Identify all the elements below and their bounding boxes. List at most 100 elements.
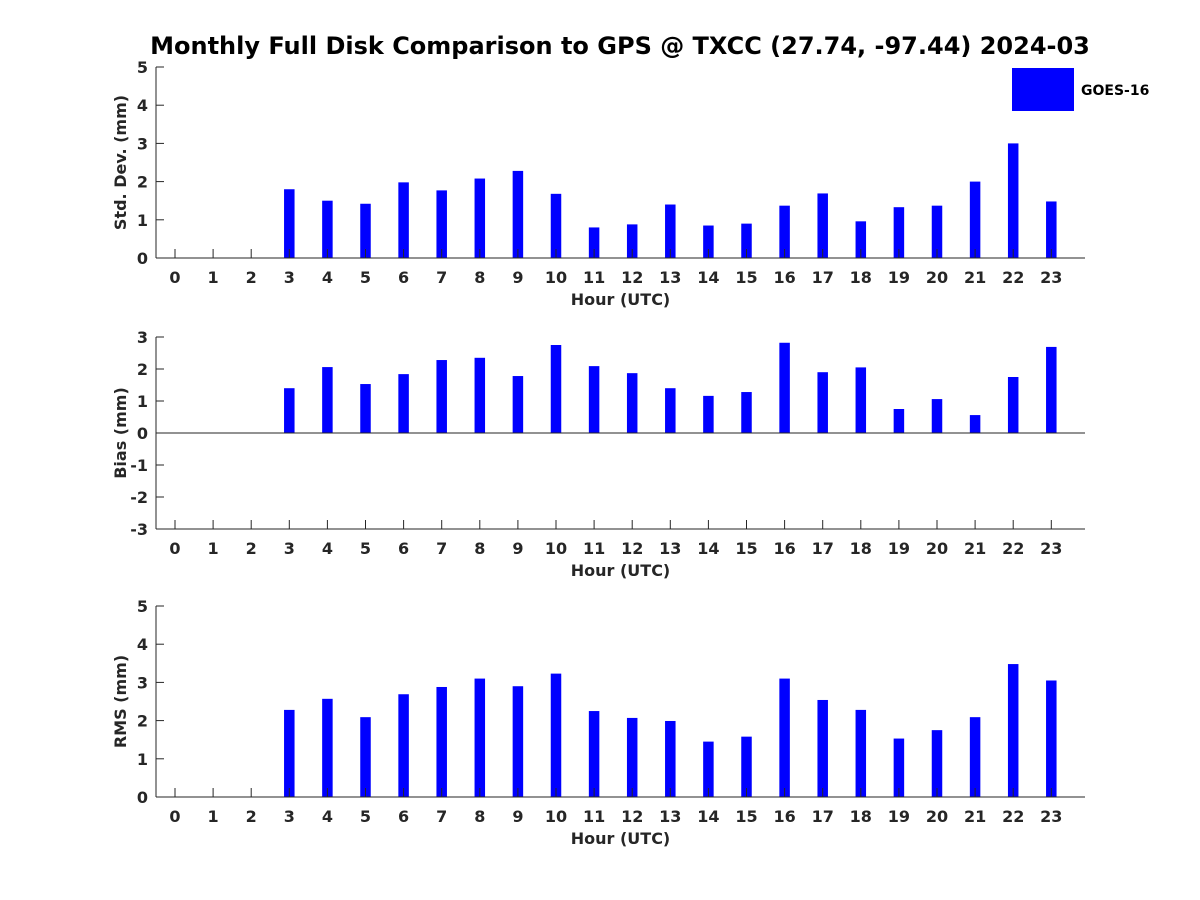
bar-bias-hour-10	[550, 345, 562, 433]
y-tick-label: -2	[130, 488, 148, 507]
y-tick-label: 1	[137, 750, 148, 769]
bar-rms-hour-23	[1046, 680, 1057, 797]
x-tick-label: 3	[284, 807, 295, 826]
y-tick-label: 0	[137, 788, 148, 807]
x-tick-label: 19	[888, 807, 910, 826]
x-tick-label: 3	[284, 539, 295, 558]
bar-bias-hour-22	[1007, 377, 1019, 433]
y-tick-label: 4	[137, 96, 148, 115]
bar-bias-hour-20	[931, 399, 943, 433]
bar-bias-hour-14	[703, 395, 714, 433]
x-tick-label: 20	[926, 807, 948, 826]
bar-bias-hour-6	[398, 374, 409, 433]
bar-rms-hour-11	[588, 711, 600, 797]
x-tick-label: 12	[621, 268, 643, 287]
x-tick-label: 8	[474, 268, 485, 287]
x-tick-label: 17	[812, 268, 834, 287]
x-tick-label: 0	[169, 268, 180, 287]
y-tick-label: 5	[137, 597, 148, 616]
bar-bias-hour-23	[1046, 346, 1057, 433]
legend-label: GOES-16	[1081, 83, 1149, 99]
bar-rms-hour-22	[1007, 664, 1019, 797]
x-tick-label: 2	[246, 539, 257, 558]
x-tick-label: 7	[436, 539, 447, 558]
bar-std-hour-21	[969, 181, 981, 258]
bar-rms-hour-21	[969, 717, 981, 797]
x-tick-label: 4	[322, 268, 333, 287]
bar-std-hour-13	[665, 204, 676, 258]
bar-rms-hour-4	[322, 698, 333, 797]
x-tick-label: 1	[208, 268, 219, 287]
legend: GOES-16	[1012, 68, 1149, 111]
x-axis-label: Hour (UTC)	[571, 561, 671, 580]
x-tick-label: 23	[1040, 539, 1062, 558]
x-tick-label: 18	[850, 807, 872, 826]
bar-bias-hour-19	[893, 409, 905, 433]
bar-std-hour-8	[474, 178, 486, 258]
bar-bias-hour-4	[322, 367, 333, 433]
x-tick-label: 7	[436, 268, 447, 287]
y-tick-label: 2	[137, 360, 148, 379]
bar-std-hour-10	[550, 193, 562, 258]
x-tick-label: 15	[735, 539, 757, 558]
bar-rms-hour-5	[360, 717, 371, 797]
x-tick-label: 0	[169, 539, 180, 558]
x-tick-label: 8	[474, 539, 485, 558]
x-tick-label: 16	[773, 539, 795, 558]
x-tick-label: 9	[512, 268, 523, 287]
bar-std-hour-3	[284, 189, 295, 258]
bar-rms-hour-9	[512, 686, 524, 797]
x-tick-label: 21	[964, 268, 986, 287]
x-tick-label: 4	[322, 539, 333, 558]
bar-bias-hour-21	[969, 415, 981, 433]
bar-std-hour-4	[322, 200, 333, 258]
bar-rms-hour-3	[284, 709, 295, 797]
x-tick-label: 5	[360, 268, 371, 287]
x-tick-label: 12	[621, 807, 643, 826]
bar-std-hour-17	[817, 193, 828, 258]
x-tick-label: 9	[512, 539, 523, 558]
x-tick-label: 11	[583, 539, 605, 558]
y-axis-label: Bias (mm)	[111, 387, 130, 479]
x-tick-label: 10	[545, 539, 567, 558]
x-tick-label: 15	[735, 807, 757, 826]
y-tick-label: 2	[137, 712, 148, 731]
bar-rms-hour-15	[741, 736, 752, 797]
legend-swatch	[1012, 68, 1074, 111]
bar-std-hour-6	[398, 182, 409, 258]
y-tick-label: -3	[130, 520, 148, 539]
x-tick-label: 21	[964, 539, 986, 558]
x-tick-label: 11	[583, 268, 605, 287]
x-tick-label: 17	[812, 539, 834, 558]
bar-rms-hour-16	[779, 678, 790, 797]
x-tick-label: 18	[850, 539, 872, 558]
x-tick-label: 14	[697, 268, 719, 287]
x-tick-label: 6	[398, 268, 409, 287]
bar-std-hour-23	[1046, 201, 1057, 258]
x-tick-label: 2	[246, 807, 257, 826]
bar-bias-hour-3	[284, 388, 295, 433]
bar-rms-hour-8	[474, 678, 486, 797]
x-tick-label: 5	[360, 539, 371, 558]
bar-bias-hour-12	[626, 373, 638, 433]
y-tick-label: 3	[137, 134, 148, 153]
bar-rms-hour-6	[398, 694, 409, 797]
bar-std-hour-5	[360, 203, 371, 258]
x-tick-label: 10	[545, 268, 567, 287]
figure-title: Monthly Full Disk Comparison to GPS @ TX…	[150, 32, 1090, 60]
bar-std-hour-7	[436, 190, 447, 258]
x-tick-label: 13	[659, 268, 681, 287]
x-tick-label: 5	[360, 807, 371, 826]
bar-std-hour-14	[703, 225, 714, 258]
x-tick-label: 22	[1002, 268, 1024, 287]
y-tick-label: 0	[137, 249, 148, 268]
y-tick-label: 2	[137, 173, 148, 192]
x-tick-label: 20	[926, 539, 948, 558]
y-tick-label: 3	[137, 673, 148, 692]
bar-bias-hour-15	[741, 392, 752, 433]
bar-std-hour-11	[588, 227, 600, 258]
x-tick-label: 17	[812, 807, 834, 826]
x-tick-label: 19	[888, 268, 910, 287]
